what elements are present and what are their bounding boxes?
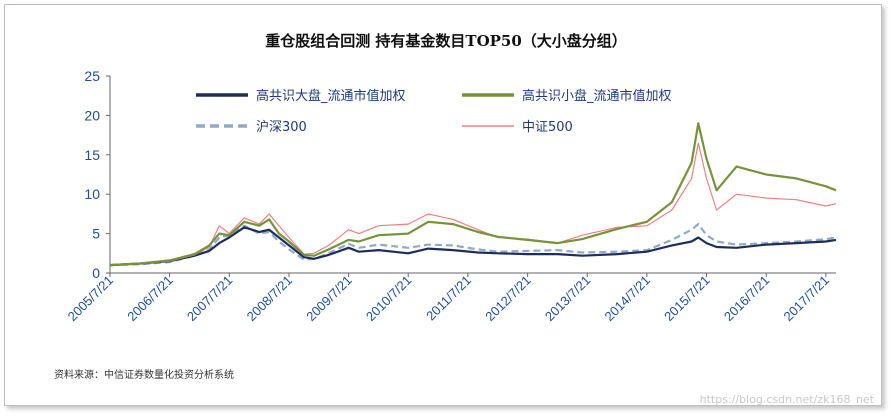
x-tick-label: 2012/7/21 (482, 273, 534, 325)
x-tick-label: 2010/7/21 (363, 273, 415, 325)
y-tick-label: 25 (84, 68, 100, 84)
x-tick-label: 2008/7/21 (244, 273, 296, 325)
x-tick-label: 2014/7/21 (601, 273, 653, 325)
y-axis: 0 5 10 15 20 25 (84, 68, 111, 281)
watermark: https://blog.csdn.net/zk168_net (699, 393, 874, 406)
chart-title: 重仓股组合回测 持有基金数目TOP50（大小盘分组） (265, 32, 627, 50)
series-layer (109, 122, 837, 267)
y-tick-label: 0 (92, 265, 100, 281)
legend-label: 高共识大盘_流通市值加权 (256, 88, 406, 104)
x-tick-label: 2011/7/21 (423, 273, 474, 324)
x-tick-label: 2016/7/21 (721, 273, 773, 325)
y-tick-label: 20 (84, 107, 100, 123)
x-tick-label: 2007/7/21 (184, 273, 236, 325)
y-tick-label: 5 (92, 226, 100, 242)
y-tick-label: 10 (84, 186, 100, 202)
x-tick-label: 2017/7/21 (780, 273, 832, 325)
series-line-4 (109, 142, 837, 266)
x-tick-label: 2015/7/21 (661, 273, 713, 325)
x-tick-label: 2009/7/21 (303, 273, 355, 325)
x-tick-label: 2006/7/21 (124, 273, 176, 325)
y-tick-label: 15 (84, 147, 100, 163)
series-line-2 (109, 122, 837, 267)
x-tick-label: 2013/7/21 (542, 273, 594, 325)
series-line-3 (109, 223, 837, 267)
legend-label: 高共识小盘_流通市值加权 (522, 88, 672, 104)
x-axis: 2005/7/21 2006/7/21 2007/7/21 2008/7/21 2009… (65, 272, 836, 325)
chart-frame (4, 4, 882, 406)
legend-label: 沪深300 (256, 119, 307, 135)
legend-label: 中证500 (522, 120, 573, 135)
x-tick-label: 2005/7/21 (65, 273, 117, 325)
series-line-1 (109, 226, 837, 267)
source-note: 资料来源：中信证券数量化投资分析系统 (54, 370, 234, 381)
